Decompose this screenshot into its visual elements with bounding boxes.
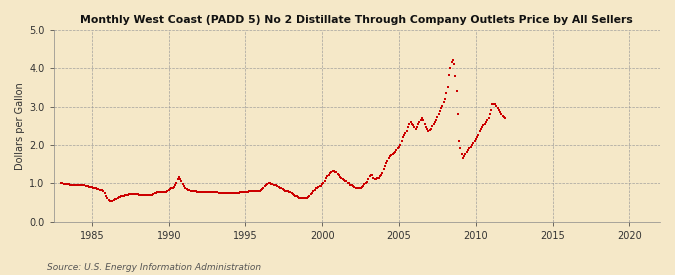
Y-axis label: Dollars per Gallon: Dollars per Gallon [15, 82, 25, 170]
Text: Source: U.S. Energy Information Administration: Source: U.S. Energy Information Administ… [47, 263, 261, 272]
Title: Monthly West Coast (PADD 5) No 2 Distillate Through Company Outlets Price by All: Monthly West Coast (PADD 5) No 2 Distill… [80, 15, 633, 25]
